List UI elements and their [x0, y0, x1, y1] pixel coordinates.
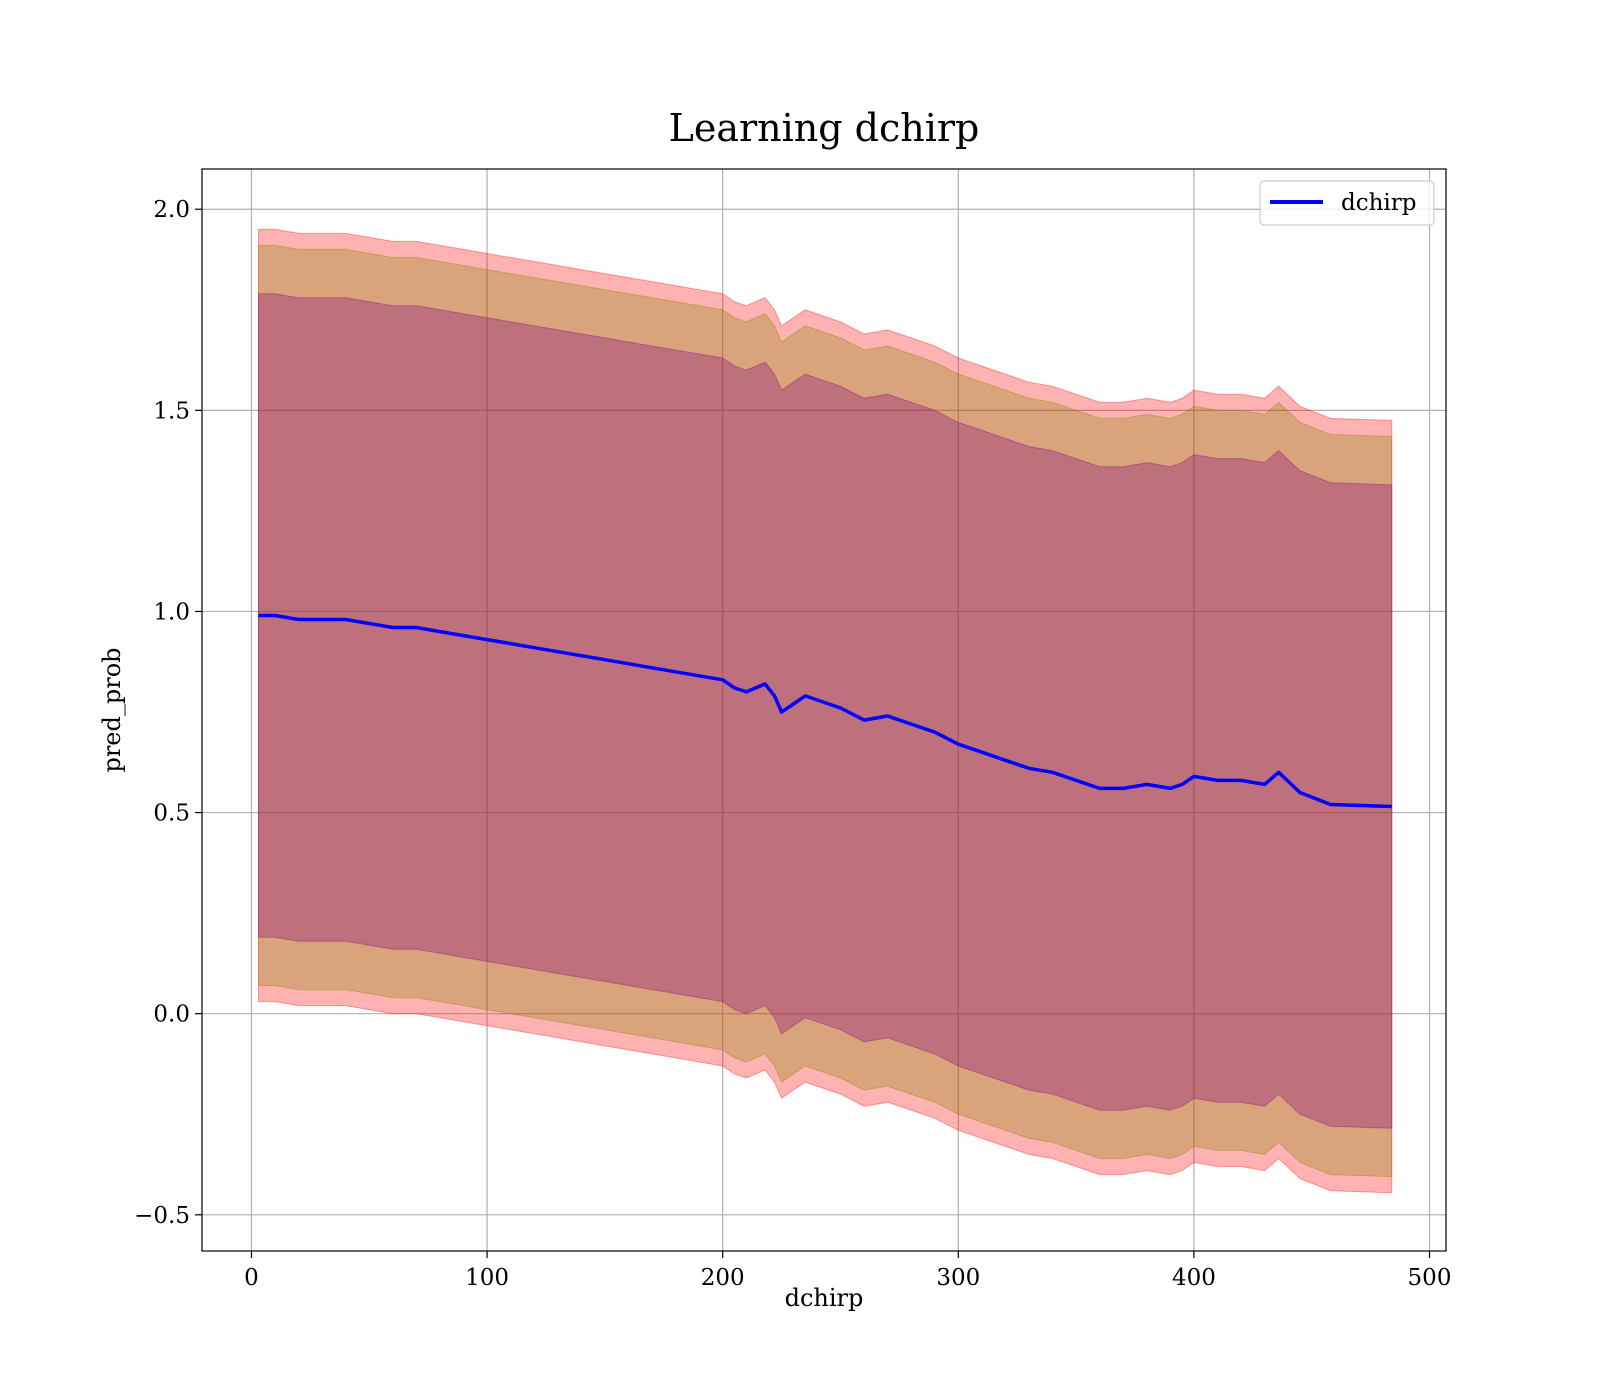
- x-tick-label-4: 400: [1172, 1265, 1216, 1291]
- grid: [202, 169, 1446, 1251]
- y-tick-label-3: 1.0: [153, 599, 190, 625]
- y-tick-label-5: 2.0: [153, 197, 190, 223]
- x-axis-label: dchirp: [785, 1284, 864, 1312]
- x-tick-label-0: 0: [244, 1265, 259, 1291]
- band-inner: [258, 293, 1393, 1129]
- legend-label: dchirp: [1341, 190, 1417, 216]
- series-lines: [258, 613, 1392, 809]
- x-tick-label-1: 100: [465, 1265, 509, 1291]
- y-tick-label-4: 1.5: [153, 398, 190, 424]
- confidence-bands: [258, 228, 1393, 1194]
- y-tick-label-0: −0.5: [134, 1203, 190, 1229]
- legend-box: [1259, 180, 1435, 226]
- y-tick-label-1: 0.0: [153, 1002, 190, 1028]
- band-outer: [258, 228, 1393, 1194]
- ticks: 0 100 200 300 400 500 −0.5 0.0 0.5 1.0 1.5 2.0: [134, 197, 1451, 1291]
- plot-frame: [201, 168, 1447, 1252]
- x-tick-label-3: 300: [936, 1265, 980, 1291]
- x-tick-label-2: 200: [701, 1265, 745, 1291]
- legend: dchirp: [1259, 180, 1435, 226]
- series-line-dchirp: [258, 613, 1392, 809]
- x-tick-label-5: 500: [1408, 1265, 1452, 1291]
- y-axis-label: pred_prob: [98, 647, 126, 772]
- band-middle: [258, 244, 1393, 1178]
- chart-title: Learning dchirp: [669, 106, 980, 150]
- y-tick-label-2: 0.5: [153, 801, 190, 827]
